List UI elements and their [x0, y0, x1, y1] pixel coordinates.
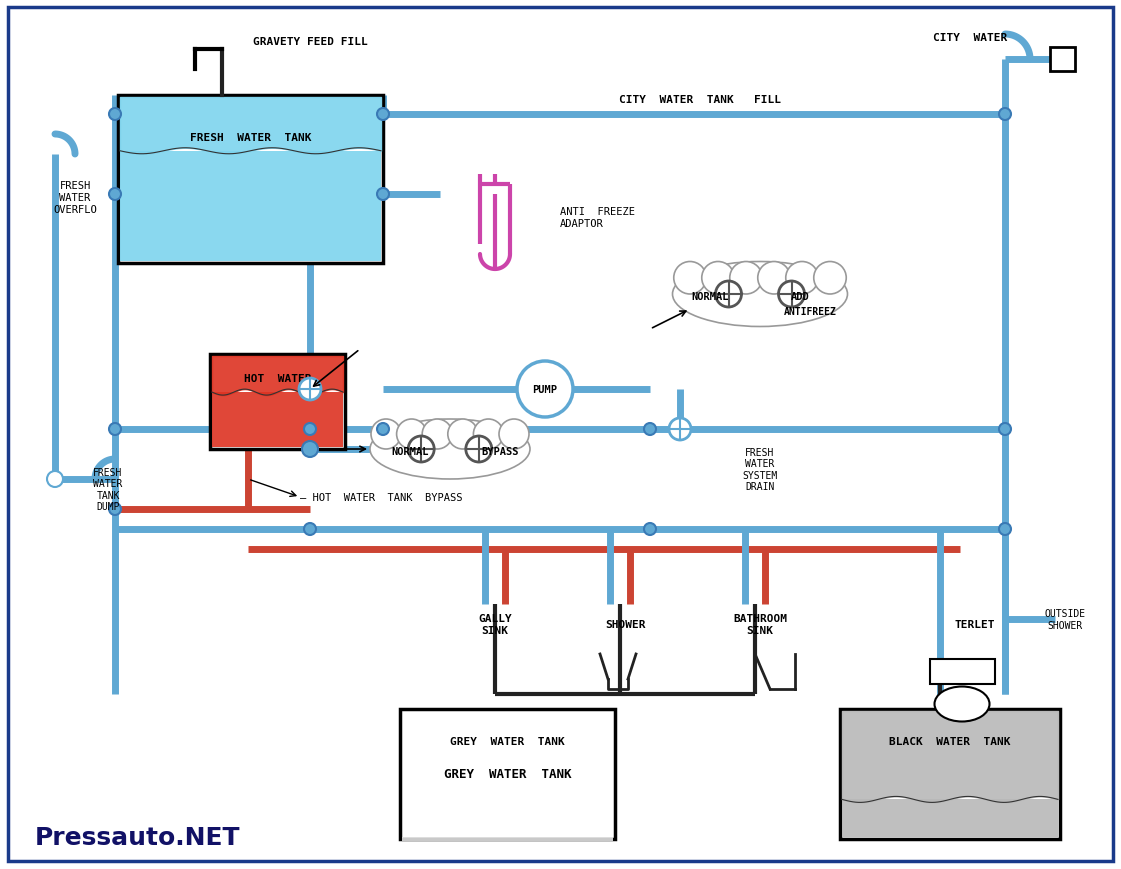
Text: BATHROOM
SINK: BATHROOM SINK	[733, 614, 787, 635]
Circle shape	[786, 262, 818, 295]
Bar	[402, 837, 613, 841]
Text: HOT  WATER: HOT WATER	[243, 374, 312, 383]
Bar	[1050, 48, 1075, 72]
Circle shape	[377, 189, 389, 201]
Text: ADD: ADD	[790, 292, 809, 302]
Text: GREY  WATER  TANK: GREY WATER TANK	[444, 767, 572, 780]
Text: BLACK  WATER  TANK: BLACK WATER TANK	[889, 737, 1011, 746]
Circle shape	[377, 423, 389, 435]
Circle shape	[304, 523, 316, 535]
Circle shape	[674, 262, 706, 295]
Circle shape	[669, 419, 691, 441]
Text: GALLY
SINK: GALLY SINK	[479, 614, 512, 635]
Text: FRESH
WATER
TANK
DUMP: FRESH WATER TANK DUMP	[93, 467, 122, 512]
Bar	[210, 355, 345, 449]
Circle shape	[758, 262, 790, 295]
Bar	[118, 96, 383, 263]
Text: NORMAL: NORMAL	[391, 447, 428, 456]
Text: PUMP: PUMP	[532, 385, 557, 395]
Circle shape	[397, 420, 427, 449]
Bar	[840, 709, 1060, 839]
Text: Pressauto.NET: Pressauto.NET	[35, 825, 241, 849]
Text: GREY  WATER  TANK: GREY WATER TANK	[451, 737, 565, 746]
Circle shape	[999, 109, 1011, 121]
Bar	[212, 393, 343, 448]
Bar	[120, 151, 381, 262]
Circle shape	[109, 189, 121, 201]
Ellipse shape	[935, 687, 990, 721]
Circle shape	[466, 436, 492, 462]
Circle shape	[423, 420, 452, 449]
Circle shape	[408, 436, 434, 462]
Text: ANTIFREEZ: ANTIFREEZ	[784, 307, 836, 316]
Text: OUTSIDE
SHOWER: OUTSIDE SHOWER	[1045, 608, 1085, 630]
Text: GRAVETY FEED FILL: GRAVETY FEED FILL	[252, 37, 368, 47]
Circle shape	[517, 362, 573, 417]
Ellipse shape	[673, 262, 847, 327]
Circle shape	[109, 503, 121, 515]
Bar	[930, 660, 995, 684]
Text: CITY  WATER  TANK   FILL: CITY WATER TANK FILL	[619, 95, 781, 105]
Circle shape	[999, 523, 1011, 535]
Circle shape	[643, 423, 656, 435]
Circle shape	[473, 420, 503, 449]
Circle shape	[109, 423, 121, 435]
Circle shape	[109, 109, 121, 121]
Circle shape	[643, 523, 656, 535]
Circle shape	[371, 420, 401, 449]
Text: TERLET: TERLET	[955, 620, 995, 629]
Circle shape	[377, 109, 389, 121]
Circle shape	[304, 423, 316, 435]
Circle shape	[302, 441, 318, 457]
Text: FRESH  WATER  TANK: FRESH WATER TANK	[189, 133, 312, 143]
Circle shape	[778, 282, 805, 308]
Circle shape	[47, 472, 63, 488]
Bar	[842, 799, 1058, 837]
Circle shape	[715, 282, 741, 308]
Circle shape	[814, 262, 846, 295]
Text: ANTI  FREEZE
ADAPTOR: ANTI FREEZE ADAPTOR	[560, 207, 634, 229]
Circle shape	[499, 420, 529, 449]
Bar	[400, 709, 615, 839]
Circle shape	[730, 262, 762, 295]
Text: NORMAL: NORMAL	[692, 292, 729, 302]
Text: SHOWER: SHOWER	[604, 620, 646, 629]
Text: FRESH
WATER
OVERFLO: FRESH WATER OVERFLO	[53, 182, 96, 215]
Ellipse shape	[370, 420, 530, 480]
Text: BYPASS: BYPASS	[481, 447, 519, 456]
Circle shape	[702, 262, 734, 295]
Circle shape	[299, 379, 321, 401]
Text: FRESH
WATER
SYSTEM
DRAIN: FRESH WATER SYSTEM DRAIN	[742, 447, 778, 492]
Text: — HOT  WATER  TANK  BYPASS: — HOT WATER TANK BYPASS	[300, 493, 463, 502]
Circle shape	[447, 420, 478, 449]
Circle shape	[999, 423, 1011, 435]
Text: CITY  WATER: CITY WATER	[933, 33, 1007, 43]
